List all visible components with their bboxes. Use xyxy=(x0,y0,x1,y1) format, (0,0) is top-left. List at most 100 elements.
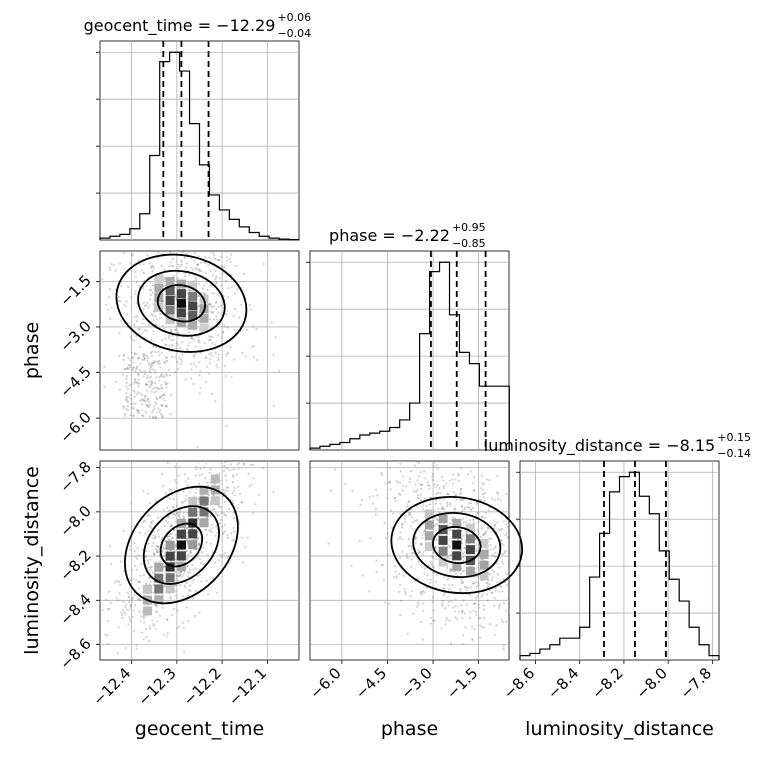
sample-point xyxy=(388,481,391,484)
sample-point xyxy=(148,304,151,307)
sample-point xyxy=(171,334,174,337)
sample-point xyxy=(214,269,217,272)
sample-point xyxy=(175,512,178,515)
sample-point xyxy=(412,612,415,615)
sample-point xyxy=(214,301,217,304)
sample-point xyxy=(470,565,473,568)
sample-point xyxy=(133,542,136,545)
sample-point xyxy=(497,606,501,609)
sample-point xyxy=(221,271,224,275)
density-cell xyxy=(479,560,489,570)
sample-point xyxy=(465,586,468,589)
panel-title-lower-error: −0.04 xyxy=(277,27,311,40)
sample-point xyxy=(426,578,429,581)
sample-point xyxy=(472,489,475,492)
y-tick-label: −8.4 xyxy=(56,590,94,628)
sample-point xyxy=(174,594,177,597)
sample-point xyxy=(441,505,444,508)
sample-point xyxy=(468,501,471,504)
sample-point xyxy=(134,370,137,373)
sample-point xyxy=(398,613,402,617)
sample-point xyxy=(225,424,228,427)
density-cell xyxy=(165,295,175,306)
sample-point xyxy=(454,507,457,510)
sample-point xyxy=(489,623,492,626)
sample-point xyxy=(150,362,153,365)
sample-point xyxy=(211,251,215,254)
x-tick-label: −1.5 xyxy=(443,664,481,702)
sample-point xyxy=(416,488,419,492)
sample-point xyxy=(171,257,174,261)
sample-point xyxy=(498,604,501,607)
sample-point xyxy=(197,497,200,500)
sample-point xyxy=(472,581,475,585)
sample-point xyxy=(197,336,200,339)
sample-point xyxy=(150,375,153,378)
sample-point xyxy=(435,464,438,467)
sample-point xyxy=(417,560,420,563)
sample-point xyxy=(146,492,149,495)
sample-point xyxy=(435,522,438,525)
sample-point xyxy=(153,405,156,408)
sample-point xyxy=(166,521,169,524)
sample-point xyxy=(375,571,378,574)
sample-point xyxy=(160,264,163,267)
sample-point xyxy=(156,551,159,554)
sample-point xyxy=(482,492,485,496)
sample-point xyxy=(142,355,146,358)
sample-point xyxy=(197,543,200,546)
sample-point xyxy=(205,516,208,519)
sample-point xyxy=(420,483,423,486)
sample-point xyxy=(143,395,146,398)
sample-point xyxy=(246,536,249,539)
sample-point xyxy=(125,608,128,612)
sample-point xyxy=(174,481,177,484)
sample-point xyxy=(176,267,179,270)
sample-point xyxy=(178,625,181,628)
sample-point xyxy=(491,591,494,594)
sample-point xyxy=(462,559,465,562)
density-cell xyxy=(176,289,186,299)
sample-point xyxy=(154,402,158,405)
sample-point xyxy=(136,381,139,384)
sample-point xyxy=(109,562,113,565)
sample-point xyxy=(223,266,226,269)
sample-point xyxy=(159,396,162,400)
sample-point xyxy=(196,263,200,266)
sample-point xyxy=(229,260,232,263)
sample-point xyxy=(218,522,221,525)
sample-point xyxy=(101,609,104,612)
sample-point xyxy=(198,392,202,395)
sample-point xyxy=(180,260,183,264)
sample-point xyxy=(177,367,180,371)
sample-point xyxy=(150,544,153,548)
sample-point xyxy=(160,383,163,387)
sample-point xyxy=(126,400,129,403)
sample-point xyxy=(154,415,157,418)
sample-point xyxy=(124,305,127,308)
sample-point xyxy=(116,579,119,582)
sample-point xyxy=(443,592,446,595)
sample-point xyxy=(151,284,155,287)
sample-point xyxy=(151,416,154,419)
sample-point xyxy=(194,278,198,282)
sample-point xyxy=(222,531,225,535)
sample-point xyxy=(197,304,200,308)
sample-point xyxy=(138,368,141,372)
sample-point xyxy=(162,508,165,512)
sample-point xyxy=(428,484,431,487)
sample-point xyxy=(133,315,136,319)
sample-point xyxy=(461,643,464,646)
sample-point xyxy=(155,376,158,379)
sample-point xyxy=(227,351,230,355)
sample-point xyxy=(108,607,111,611)
sample-point xyxy=(192,596,195,599)
sample-point xyxy=(215,275,218,279)
sample-point xyxy=(199,386,202,390)
sample-point xyxy=(146,515,149,518)
sample-point xyxy=(170,338,173,342)
sample-point xyxy=(423,497,426,500)
sample-point xyxy=(215,364,218,367)
sample-point xyxy=(136,352,139,356)
